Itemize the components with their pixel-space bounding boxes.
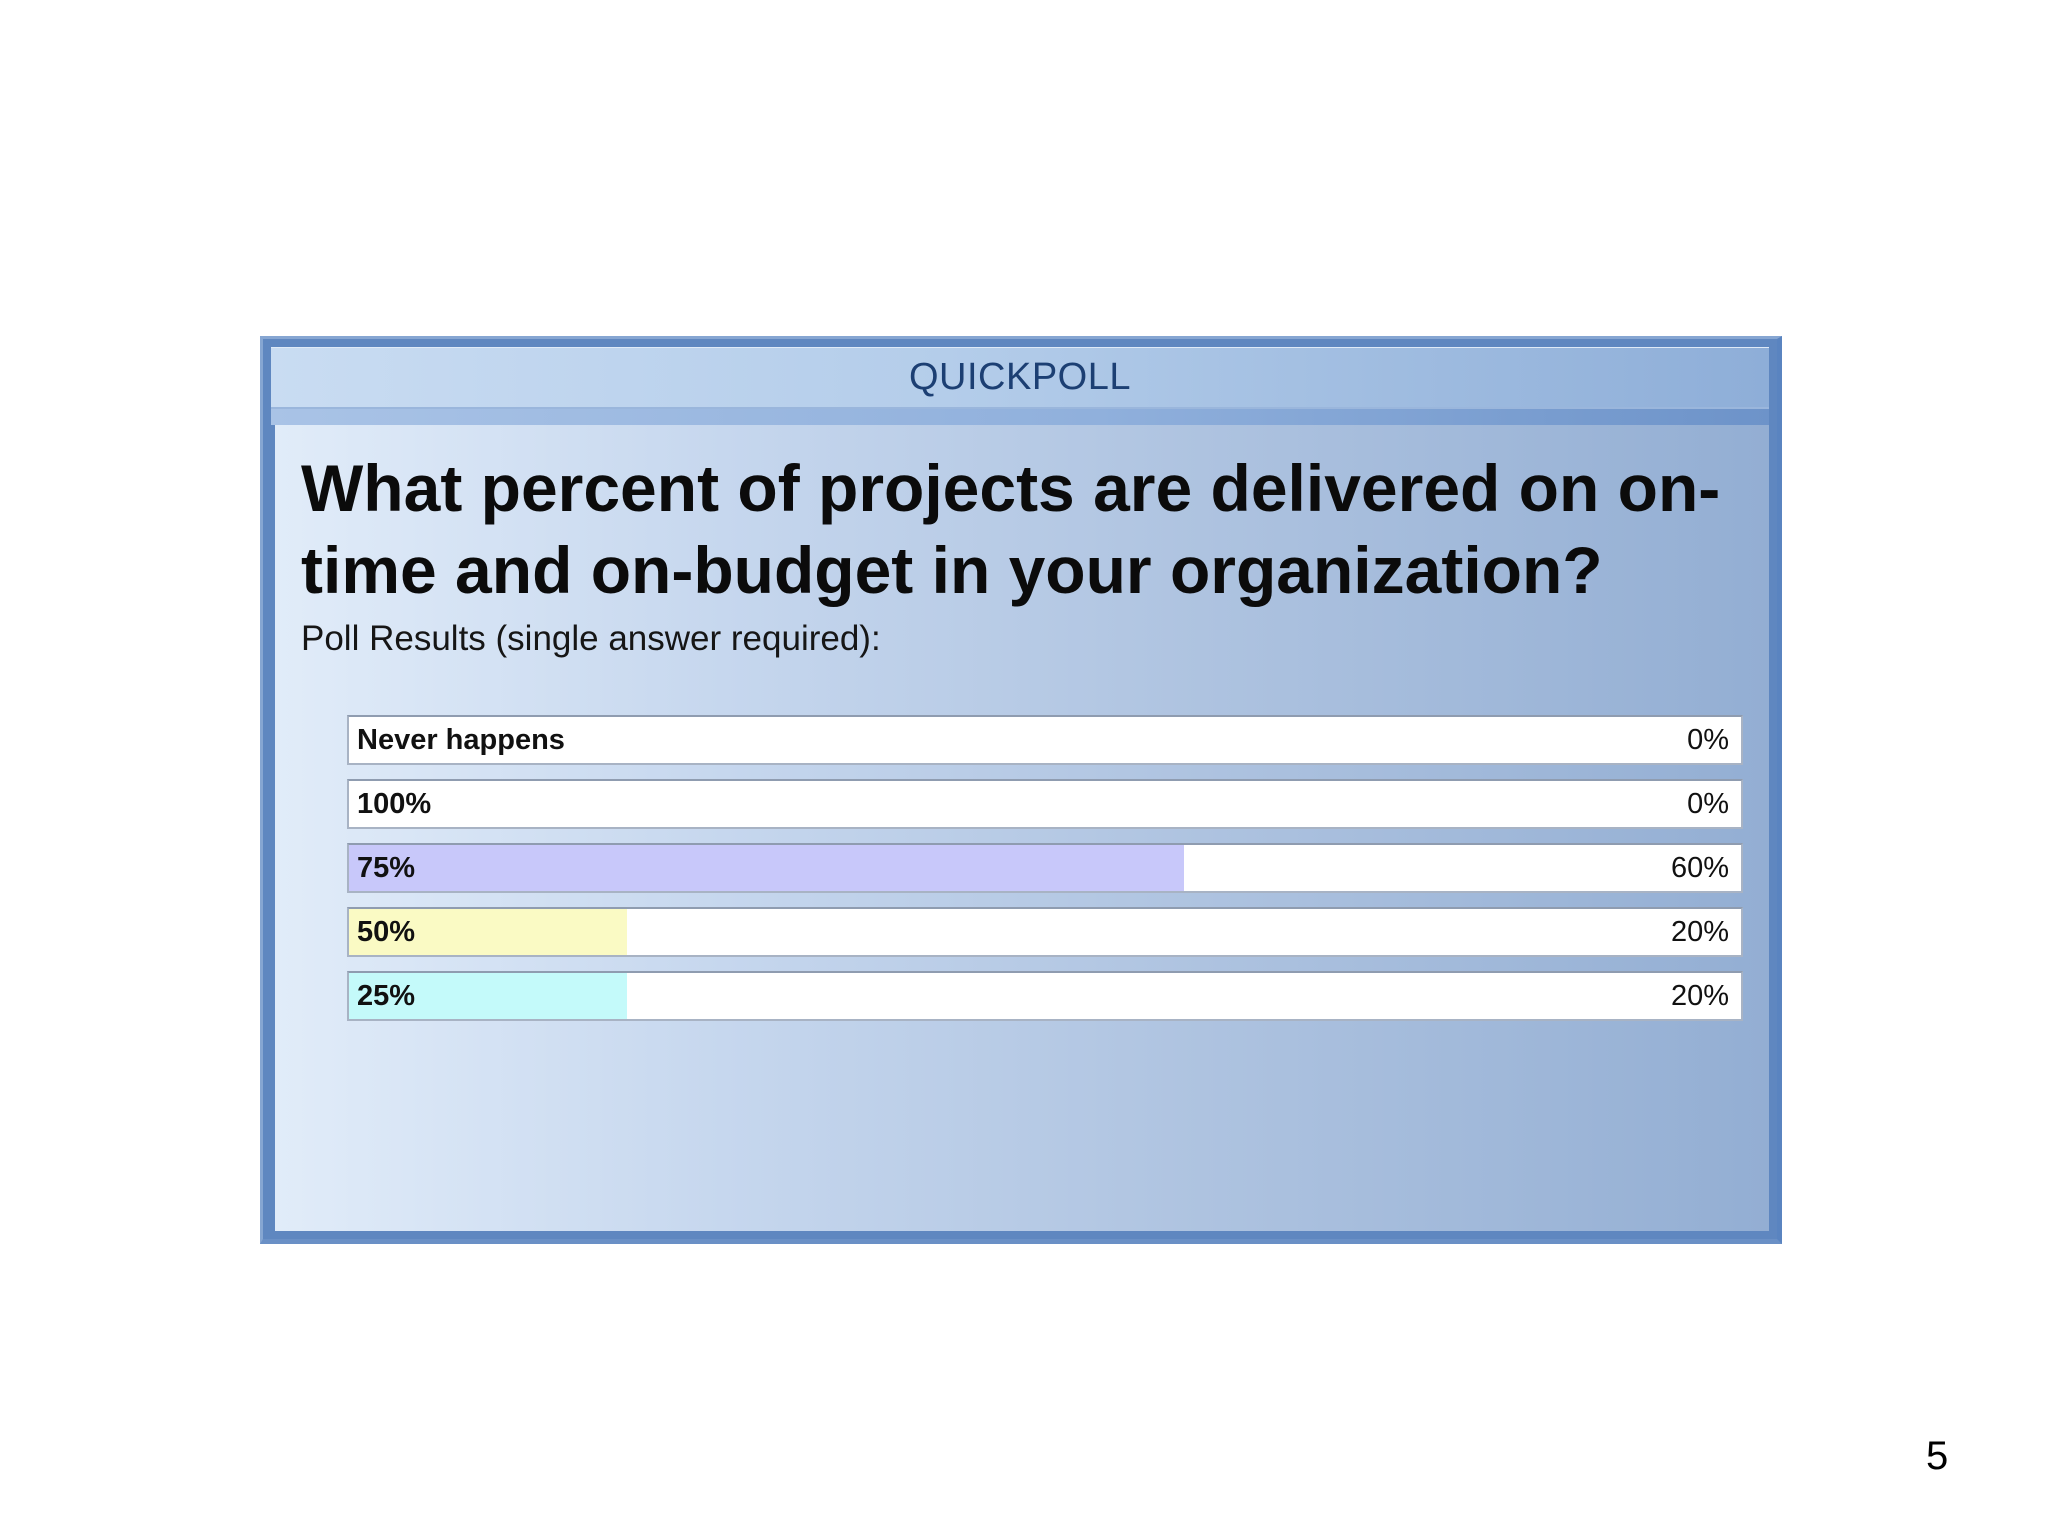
poll-option-percent: 20% bbox=[1670, 916, 1729, 948]
poll-question: What percent of projects are delivered o… bbox=[301, 451, 1721, 607]
poll-option-label: 25% bbox=[357, 980, 416, 1012]
poll-option-row: Never happens 0% bbox=[347, 715, 1743, 765]
poll-option-label: 50% bbox=[357, 916, 416, 948]
poll-results-chart: Never happens 0% 100% 0% 75% 60% 50% 20% 25% 20% bbox=[347, 715, 1743, 1035]
poll-option-row: 75% 60% bbox=[347, 843, 1743, 893]
poll-body: What percent of projects are delivered o… bbox=[275, 425, 1769, 1231]
page-number: 5 bbox=[1926, 1434, 1949, 1478]
poll-option-percent: 0% bbox=[1687, 724, 1729, 756]
poll-option-row: 100% 0% bbox=[347, 779, 1743, 829]
poll-option-label: Never happens bbox=[357, 724, 565, 756]
poll-header: QUICKPOLL bbox=[271, 347, 1769, 409]
poll-option-percent: 20% bbox=[1670, 980, 1729, 1012]
poll-option-row: 50% 20% bbox=[347, 907, 1743, 957]
poll-subtitle: Poll Results (single answer required): bbox=[301, 619, 881, 658]
poll-option-bar bbox=[349, 845, 1185, 891]
poll-option-percent: 0% bbox=[1687, 788, 1729, 820]
poll-option-bar bbox=[349, 973, 628, 1019]
poll-option-row: 25% 20% bbox=[347, 971, 1743, 1021]
header-divider bbox=[271, 409, 1769, 425]
quickpoll-panel: QUICKPOLL What percent of projects are d… bbox=[260, 336, 1782, 1244]
poll-header-title: QUICKPOLL bbox=[908, 356, 1132, 398]
poll-option-label: 75% bbox=[357, 852, 416, 884]
poll-option-bar bbox=[349, 909, 628, 955]
poll-option-label: 100% bbox=[357, 788, 432, 820]
poll-option-percent: 60% bbox=[1670, 852, 1729, 884]
